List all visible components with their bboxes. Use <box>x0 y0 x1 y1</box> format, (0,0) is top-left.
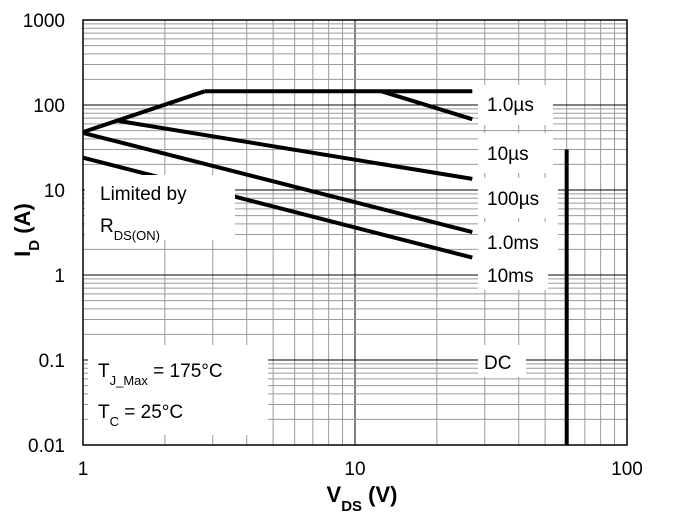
y-tick-label: 1 <box>54 266 65 287</box>
limited-label-line1: Limited by <box>100 184 187 205</box>
series-line <box>82 89 206 134</box>
curve-label: 1.0ms <box>487 233 539 254</box>
x-tick-label: 100 <box>611 459 643 480</box>
y-tick-label: 100 <box>33 96 65 117</box>
curve-label: 1.0µs <box>487 95 534 116</box>
x-axis-title: VDS (V) <box>327 482 398 515</box>
chart-series-group <box>82 89 569 445</box>
y-axis-title: ID (A) <box>10 203 43 257</box>
annotation-bg <box>478 178 558 218</box>
curve-label: 10µs <box>487 144 529 165</box>
annotation-bg <box>478 222 558 262</box>
annotation-labels: 1.0µs 10µs 100µs 1.0ms 10ms DC <box>484 95 539 374</box>
plot-frame <box>82 19 628 446</box>
series-line <box>82 155 473 260</box>
annotation-bg <box>478 345 526 377</box>
annotation-bg <box>85 175 235 240</box>
annotation-bg <box>478 133 553 173</box>
x-tick-label: 1 <box>78 459 89 480</box>
y-tick-label: 0.01 <box>28 436 65 457</box>
tj-max-label: TJ_Max = 175°C <box>98 361 223 388</box>
annotation-backgrounds <box>85 85 558 435</box>
annotation-bg <box>478 260 548 290</box>
curve-label: 100µs <box>487 189 539 210</box>
curve-label: 10ms <box>487 266 533 287</box>
series-line <box>118 118 473 181</box>
y-tick-label: 10 <box>44 181 65 202</box>
annotation-bg <box>478 85 553 125</box>
curve-label: DC <box>484 353 511 374</box>
series-line <box>82 130 473 235</box>
x-tick-label: 10 <box>344 459 365 480</box>
annotation-bg <box>88 345 268 435</box>
y-tick-label: 0.1 <box>39 351 65 372</box>
series-line <box>380 89 473 122</box>
limited-label-line2: RDS(ON) <box>100 216 160 243</box>
tc-label: TC = 25°C <box>98 402 183 429</box>
tick-labels: 1 10 100 0.01 0.1 1 10 100 1000 <box>23 11 643 480</box>
y-tick-label: 1000 <box>23 11 65 32</box>
